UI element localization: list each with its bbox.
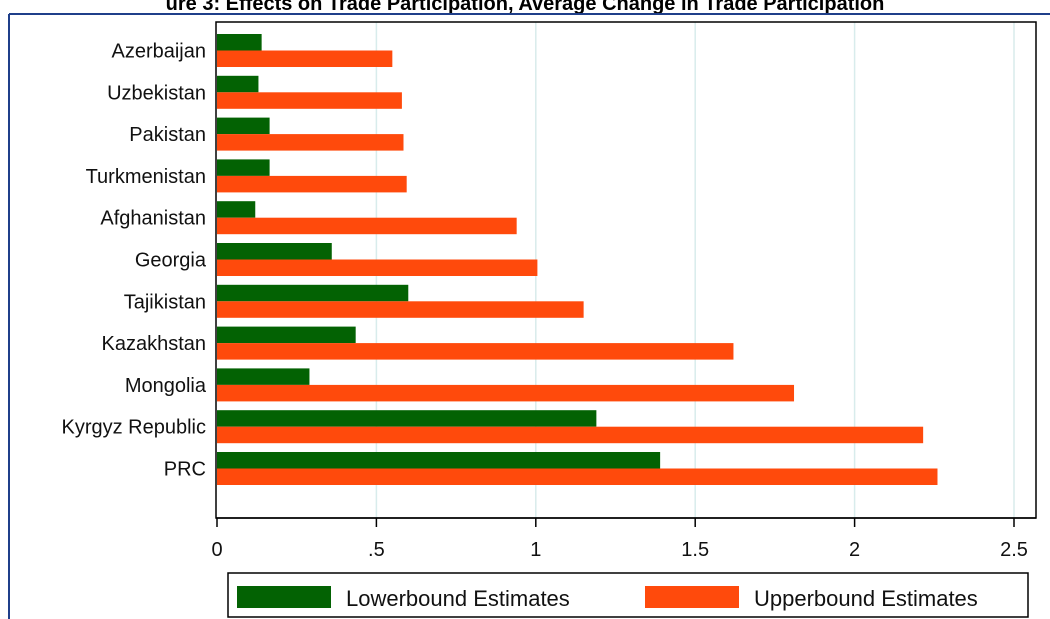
- bar-lowerbound-8: [217, 368, 310, 385]
- bar-lowerbound-0: [217, 34, 262, 51]
- x-tick-label-1: .5: [368, 539, 385, 561]
- category-label-4: Afghanistan: [100, 208, 206, 230]
- legend-swatch-upperbound: [645, 586, 739, 608]
- category-label-2: Pakistan: [129, 124, 206, 146]
- category-label-0: Azerbaijan: [111, 41, 206, 63]
- bar-lowerbound-1: [217, 75, 259, 93]
- legend-swatch-lowerbound: [237, 586, 331, 608]
- category-label-6: Tajikistan: [124, 291, 206, 313]
- bar-upperbound-0: [217, 50, 393, 67]
- bar-upperbound-4: [217, 217, 517, 235]
- bar-upperbound-8: [217, 384, 795, 402]
- bar-upperbound-10: [217, 468, 938, 485]
- legend-box: [227, 572, 1029, 618]
- bar-lowerbound-3: [217, 159, 270, 176]
- x-tick-label-2: 1: [530, 539, 541, 561]
- bar-upperbound-7: [217, 343, 734, 360]
- chart-title: ure 3: Effects on Trade Participation, A…: [165, 0, 885, 15]
- category-label-3: Turkmenistan: [86, 166, 206, 188]
- bar-upperbound-1: [217, 92, 402, 109]
- bar-upperbound-3: [217, 175, 407, 193]
- category-label-8: Mongolia: [125, 375, 207, 397]
- x-tick-label-3: 1.5: [681, 539, 709, 561]
- x-tick-label-5: 2.5: [1000, 539, 1028, 561]
- bar-lowerbound-9: [217, 410, 597, 427]
- bar-lowerbound-6: [217, 284, 409, 302]
- bar-lowerbound-10: [217, 452, 661, 469]
- legend: Lowerbound Estimates Upperbound Estimates: [227, 572, 1029, 618]
- category-label-7: Kazakhstan: [101, 333, 206, 355]
- bar-lowerbound-5: [217, 243, 332, 260]
- legend-label-lowerbound: Lowerbound Estimates: [346, 586, 570, 611]
- bar-upperbound-2: [217, 134, 404, 151]
- x-tick-label-0: 0: [211, 539, 222, 561]
- bar-lowerbound-4: [217, 201, 256, 218]
- category-label-10: PRC: [164, 459, 206, 481]
- category-label-9: Kyrgyz Republic: [61, 417, 206, 439]
- category-label-5: Georgia: [135, 250, 207, 272]
- category-label-1: Uzbekistan: [107, 82, 206, 104]
- bar-lowerbound-2: [217, 117, 270, 135]
- bar-lowerbound-7: [217, 326, 356, 344]
- x-tick-label-4: 2: [849, 539, 860, 561]
- bar-upperbound-9: [217, 426, 924, 444]
- legend-label-upperbound: Upperbound Estimates: [754, 586, 978, 611]
- bar-upperbound-5: [217, 259, 538, 276]
- bar-upperbound-6: [217, 301, 584, 318]
